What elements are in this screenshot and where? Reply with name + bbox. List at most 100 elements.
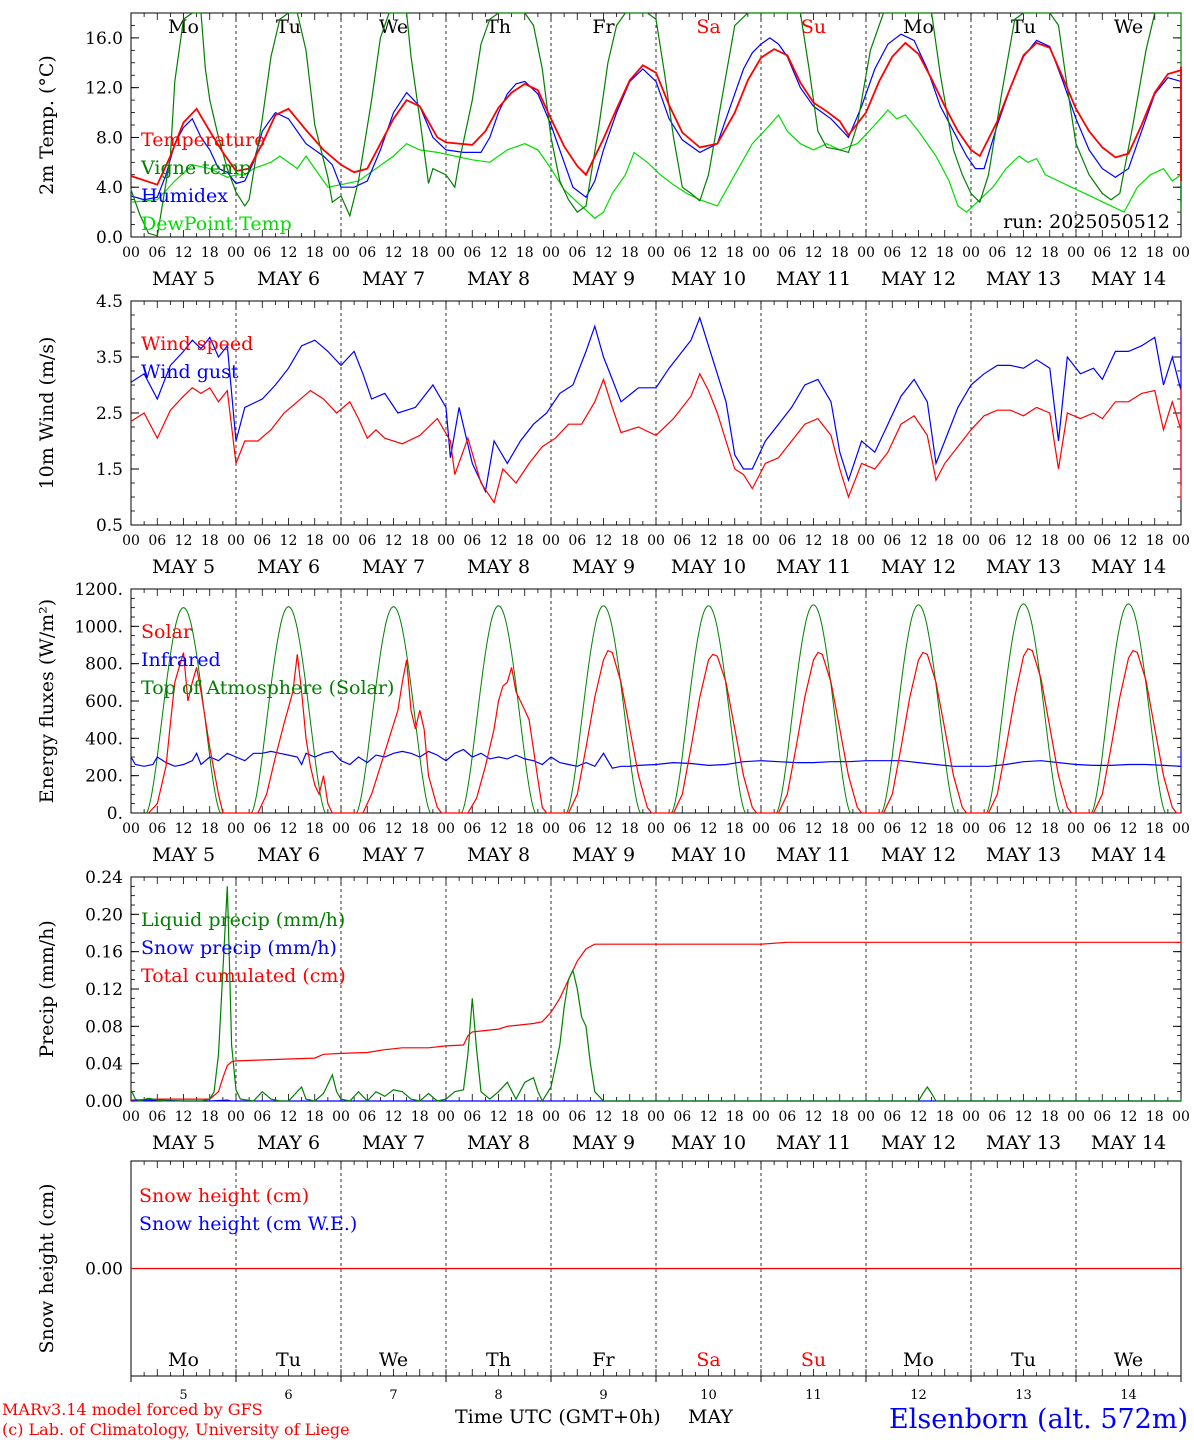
hour-tick-label: 06 — [673, 533, 691, 549]
date-label: MAY 10 — [671, 1132, 746, 1154]
legend-infrared: Infrared — [141, 649, 221, 671]
hour-tick-label: 00 — [752, 245, 770, 261]
hour-tick-label: 00 — [332, 533, 350, 549]
day-name-label: Mo — [903, 1349, 934, 1371]
hour-tick-label: 18 — [411, 821, 429, 837]
date-label: MAY 6 — [257, 1132, 320, 1154]
bottom-day-number: 11 — [805, 1388, 822, 1403]
hour-tick-label: 12 — [280, 1109, 298, 1125]
hour-tick-label: 06 — [358, 1109, 376, 1125]
toa-solar-curve — [985, 603, 1062, 814]
date-label: MAY 14 — [1091, 556, 1166, 578]
hour-tick-label: 00 — [752, 821, 770, 837]
panel-wind: 0.5 1.5 2.5 3.5 4.5 10m Wind (m/s) 00 06 12 18 MAY… — [36, 292, 1190, 578]
hour-tick-label: 00 — [962, 533, 980, 549]
series-line-temperature — [130, 41, 1182, 186]
hour-tick-label: 18 — [201, 1109, 219, 1125]
hour-tick-label: 12 — [700, 821, 718, 837]
series-line-dewpoint-temp — [130, 109, 1182, 220]
hour-tick-label: 18 — [1146, 821, 1164, 837]
y-tick-label: 0.00 — [85, 1092, 123, 1112]
date-label: MAY 12 — [881, 268, 956, 290]
hour-tick-label: 00 — [332, 1109, 350, 1125]
toa-solar-curve — [565, 605, 642, 814]
hour-tick-label: 06 — [568, 821, 586, 837]
day-name-label: Mo — [903, 16, 934, 38]
day-name-label: Mo — [168, 1349, 199, 1371]
date-label: MAY 11 — [776, 844, 851, 866]
bottom-day-number: 10 — [700, 1388, 717, 1403]
hour-tick-label: 06 — [568, 245, 586, 261]
hour-tick-label: 00 — [1067, 1109, 1085, 1125]
hour-tick-label: 06 — [253, 821, 271, 837]
y-axis-label: Precip (mm/h) — [36, 920, 58, 1058]
date-label: MAY 9 — [572, 268, 635, 290]
hour-tick-label: 06 — [148, 533, 166, 549]
y-tick-label: 200. — [85, 767, 123, 787]
panel-temp: 0.0 4.0 8.0 12.0 16.0 2m Temp. (°C) 00 06 12 18 MA… — [36, 12, 1190, 290]
hour-tick-label: 18 — [726, 1109, 744, 1125]
hour-tick-label: 00 — [437, 245, 455, 261]
date-label: MAY 12 — [881, 844, 956, 866]
y-tick-label: 600. — [85, 692, 123, 712]
day-name-label: Su — [801, 16, 826, 38]
toa-solar-curve — [1090, 603, 1167, 814]
hour-tick-label: 12 — [700, 533, 718, 549]
day-name-label: Tu — [276, 16, 301, 38]
bottom-day-number: 12 — [910, 1388, 927, 1403]
hour-tick-label: 18 — [621, 245, 639, 261]
date-label: MAY 6 — [257, 844, 320, 866]
hour-tick-label: 06 — [358, 245, 376, 261]
toa-solar-curve — [355, 606, 432, 814]
panel-snow: 0.00 Snow height (cm) Snow height (cm) Snow… — [36, 1160, 1182, 1403]
series-line-wind-speed — [130, 372, 1182, 505]
y-tick-label: 8.0 — [96, 128, 123, 148]
hour-tick-label: 06 — [673, 1109, 691, 1125]
hour-tick-label: 12 — [805, 533, 823, 549]
hour-tick-label: 00 — [122, 1109, 140, 1125]
hour-tick-label: 12 — [1015, 1109, 1033, 1125]
y-axis-label: 10m Wind (m/s) — [36, 337, 58, 490]
hour-tick-label: 18 — [621, 533, 639, 549]
legend-total-cumulated-cm-: Total cumulated (cm) — [141, 965, 346, 987]
hour-tick-label: 06 — [358, 821, 376, 837]
hour-tick-label: 18 — [201, 533, 219, 549]
hour-tick-label: 12 — [175, 533, 193, 549]
hour-tick-label: 00 — [1172, 1109, 1190, 1125]
toa-solar-curve — [145, 607, 222, 814]
hour-tick-label: 18 — [1041, 1109, 1059, 1125]
day-name-label: Th — [486, 16, 511, 38]
bottom-day-number: 14 — [1120, 1388, 1137, 1403]
hour-tick-label: 12 — [490, 533, 508, 549]
date-label: MAY 11 — [776, 556, 851, 578]
toa-solar-curve — [880, 604, 957, 814]
hour-tick-label: 18 — [726, 821, 744, 837]
hour-tick-label: 12 — [805, 245, 823, 261]
hour-tick-label: 00 — [227, 533, 245, 549]
hour-tick-label: 12 — [910, 1109, 928, 1125]
hour-tick-label: 00 — [122, 533, 140, 549]
bottom-day-number: 13 — [1015, 1388, 1032, 1403]
hour-tick-label: 06 — [1093, 1109, 1111, 1125]
hour-tick-label: 06 — [778, 245, 796, 261]
hour-tick-label: 00 — [1172, 533, 1190, 549]
legend-snow-height-cm-w-e-: Snow height (cm W.E.) — [139, 1213, 357, 1235]
legend-vigne-temp: Vigne temp — [140, 157, 251, 179]
hour-tick-label: 12 — [595, 1109, 613, 1125]
hour-tick-label: 18 — [411, 245, 429, 261]
hour-tick-label: 00 — [1172, 821, 1190, 837]
hour-tick-label: 06 — [463, 245, 481, 261]
hour-tick-label: 18 — [1041, 245, 1059, 261]
hour-tick-label: 12 — [595, 821, 613, 837]
hour-tick-label: 12 — [385, 533, 403, 549]
hour-tick-label: 06 — [988, 821, 1006, 837]
hour-tick-label: 12 — [805, 1109, 823, 1125]
date-label: MAY 14 — [1091, 1132, 1166, 1154]
y-tick-label: 0.12 — [85, 980, 123, 1000]
series-line-wind-gust — [130, 315, 1182, 494]
panel-energy: 0. 200. 400. 600. 800. 1000. 1200. Energy fluxe… — [36, 580, 1190, 866]
hour-tick-label: 18 — [1146, 533, 1164, 549]
hour-tick-label: 12 — [385, 245, 403, 261]
hour-tick-label: 00 — [1067, 821, 1085, 837]
